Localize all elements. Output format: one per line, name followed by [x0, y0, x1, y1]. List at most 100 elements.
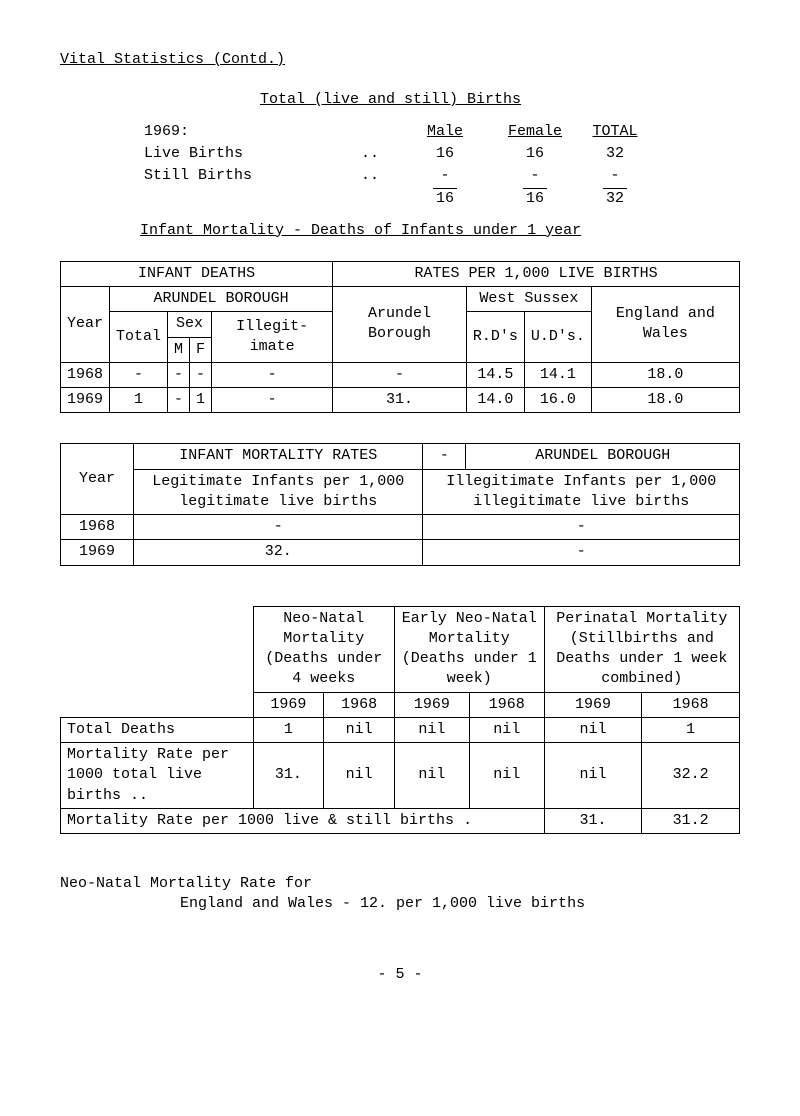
page-title: Vital Statistics (Contd.)	[60, 50, 740, 70]
cell: 16.0	[524, 388, 591, 413]
y68c: 1968	[642, 692, 740, 717]
row-label: Mortality Rate per 1000 live & still bir…	[61, 808, 545, 833]
h-peri: Perinatal Mortality (Stillbirths and Dea…	[544, 606, 739, 692]
footer-line-b: England and Wales - 12. per 1,000 live b…	[180, 894, 740, 914]
cell: 1969	[61, 540, 134, 565]
h-ew: England and Wales	[591, 287, 739, 363]
infant-deaths-table: INFANT DEATHS RATES PER 1,000 LIVE BIRTH…	[60, 261, 740, 414]
cell: -	[110, 362, 168, 387]
table-row: Mortality Rate per 1000 live & still bir…	[61, 808, 740, 833]
h-rates: RATES PER 1,000 LIVE BIRTHS	[333, 261, 740, 286]
h-ws: West Sussex	[466, 287, 591, 312]
row-label: Mortality Rate per 1000 total live birth…	[61, 743, 254, 809]
live-births-label: Live Births	[140, 143, 340, 165]
h-rds: R.D's	[466, 312, 524, 363]
births-summary: 1969: Male Female TOTAL Live Births .. 1…	[140, 121, 740, 211]
cell: 31.	[333, 388, 467, 413]
cell: -	[423, 515, 740, 540]
table-row: 1969 1 - 1 - 31. 14.0 16.0 18.0	[61, 388, 740, 413]
cell: 18.0	[591, 388, 739, 413]
cell: nil	[324, 743, 395, 809]
h-total: Total	[110, 312, 168, 363]
h-early: Early Neo-Natal Mortality (Deaths under …	[394, 606, 544, 692]
infant-mortality-heading: Infant Mortality - Deaths of Infants und…	[140, 221, 740, 241]
h-ab: Arundel Borough	[333, 287, 467, 363]
cell: -	[212, 362, 333, 387]
sb-male: -	[400, 165, 490, 187]
cell: 18.0	[591, 362, 739, 387]
cell: 1969	[61, 388, 110, 413]
lb-female: 16	[490, 143, 580, 165]
year-label: 1969:	[140, 121, 340, 143]
col-total: TOTAL	[592, 123, 637, 140]
h-year: Year	[61, 287, 110, 363]
cell: nil	[324, 717, 395, 742]
cell: 31.2	[642, 808, 740, 833]
y69c: 1969	[544, 692, 642, 717]
h-m: M	[168, 337, 190, 362]
h-dash: -	[423, 444, 466, 469]
cell: nil	[544, 717, 642, 742]
y69b: 1969	[394, 692, 469, 717]
cell: 1968	[61, 362, 110, 387]
cell: -	[423, 540, 740, 565]
page-number: - 5 -	[60, 965, 740, 985]
cell: nil	[469, 743, 544, 809]
h-illegit: Illegit-imate	[212, 312, 333, 363]
infant-mortality-rates-table: Year INFANT MORTALITY RATES - ARUNDEL BO…	[60, 443, 740, 565]
cell: 1	[110, 388, 168, 413]
table-row: 1969 32. -	[61, 540, 740, 565]
subtitle: Total (live and still) Births	[260, 90, 740, 110]
table-row: 1968 - -	[61, 515, 740, 540]
cell: 32.2	[642, 743, 740, 809]
cell: -	[134, 515, 423, 540]
h-year2: Year	[61, 444, 134, 515]
col-female: Female	[508, 123, 562, 140]
cell: -	[168, 388, 190, 413]
dots: ..	[340, 143, 400, 165]
cell: 31.	[253, 743, 324, 809]
table-row: 1968 - - - - - 14.5 14.1 18.0	[61, 362, 740, 387]
cell: 1	[190, 388, 212, 413]
h-arundel-borough: ARUNDEL BOROUGH	[110, 287, 333, 312]
still-births-label: Still Births	[140, 165, 340, 187]
h-imr: INFANT MORTALITY RATES	[134, 444, 423, 469]
y69a: 1969	[253, 692, 324, 717]
h-legit: Legitimate Infants per 1,000 legitimate …	[134, 469, 423, 515]
title-text: Vital Statistics (Contd.)	[60, 51, 285, 68]
cell: nil	[544, 743, 642, 809]
y68a: 1968	[324, 692, 395, 717]
tot-male: 16	[433, 188, 457, 209]
h-sex: Sex	[168, 312, 212, 337]
neonatal-table: Neo-Natal Mortality (Deaths under 4 week…	[60, 606, 740, 835]
footer-note: Neo-Natal Mortality Rate for England and…	[60, 874, 740, 915]
cell: nil	[469, 717, 544, 742]
footer-line-a: Neo-Natal Mortality Rate for	[60, 874, 740, 894]
lb-total: 32	[580, 143, 650, 165]
h-neo: Neo-Natal Mortality (Deaths under 4 week…	[253, 606, 394, 692]
sb-female: -	[490, 165, 580, 187]
subtitle-text: Total (live and still) Births	[260, 91, 521, 108]
h-ab2: ARUNDEL BOROUGH	[466, 444, 740, 469]
cell: 1	[253, 717, 324, 742]
cell: nil	[394, 743, 469, 809]
lb-male: 16	[400, 143, 490, 165]
cell: 31.	[544, 808, 642, 833]
h-illegit2: Illegitimate Infants per 1,000 illegitim…	[423, 469, 740, 515]
cell: -	[333, 362, 467, 387]
y68b: 1968	[469, 692, 544, 717]
cell: -	[190, 362, 212, 387]
cell: -	[212, 388, 333, 413]
table-row: Total Deaths 1 nil nil nil nil 1	[61, 717, 740, 742]
cell: 1968	[61, 515, 134, 540]
sb-total: -	[580, 165, 650, 187]
tot-total: 32	[603, 188, 627, 209]
h-uds: U.D's.	[524, 312, 591, 363]
cell: 32.	[134, 540, 423, 565]
cell: 1	[642, 717, 740, 742]
cell: nil	[394, 717, 469, 742]
dots2: ..	[340, 165, 400, 187]
h-deaths: INFANT DEATHS	[61, 261, 333, 286]
col-male: Male	[427, 123, 463, 140]
table-row: Mortality Rate per 1000 total live birth…	[61, 743, 740, 809]
